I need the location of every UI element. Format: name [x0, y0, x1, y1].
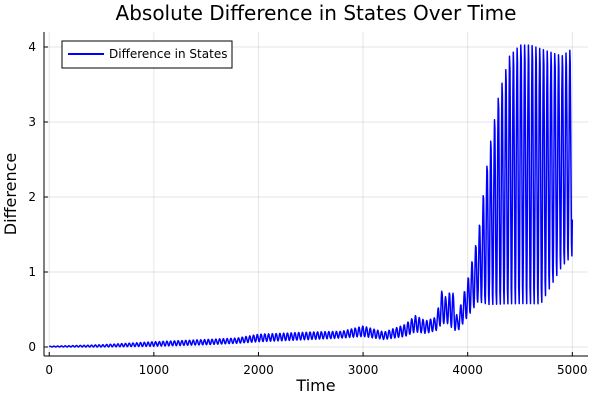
axes: 0 1000 2000 3000 4000 5000 0 1 2 3 4 — [28, 32, 588, 377]
y-tick-label: 3 — [28, 115, 36, 129]
y-tick-label: 1 — [28, 265, 36, 279]
x-tick-label: 0 — [45, 363, 53, 377]
x-tick-label: 4000 — [452, 363, 483, 377]
chart-title: Absolute Difference in States Over Time — [116, 1, 517, 25]
series-layer — [48, 44, 574, 348]
x-tick-label: 2000 — [243, 363, 274, 377]
legend: Difference in States — [61, 40, 233, 69]
y-tick-label: 2 — [28, 190, 36, 204]
series-line-difference-in-states — [48, 44, 574, 348]
y-tick-label: 0 — [28, 340, 36, 354]
x-axis-title: Time — [295, 376, 335, 395]
legend-label: Difference in States — [109, 47, 227, 61]
x-tick-label: 1000 — [139, 363, 170, 377]
y-tick-label: 4 — [28, 40, 36, 54]
x-tick-label: 3000 — [348, 363, 379, 377]
y-axis-title: Difference — [1, 153, 20, 235]
x-tick-label: 5000 — [557, 363, 588, 377]
